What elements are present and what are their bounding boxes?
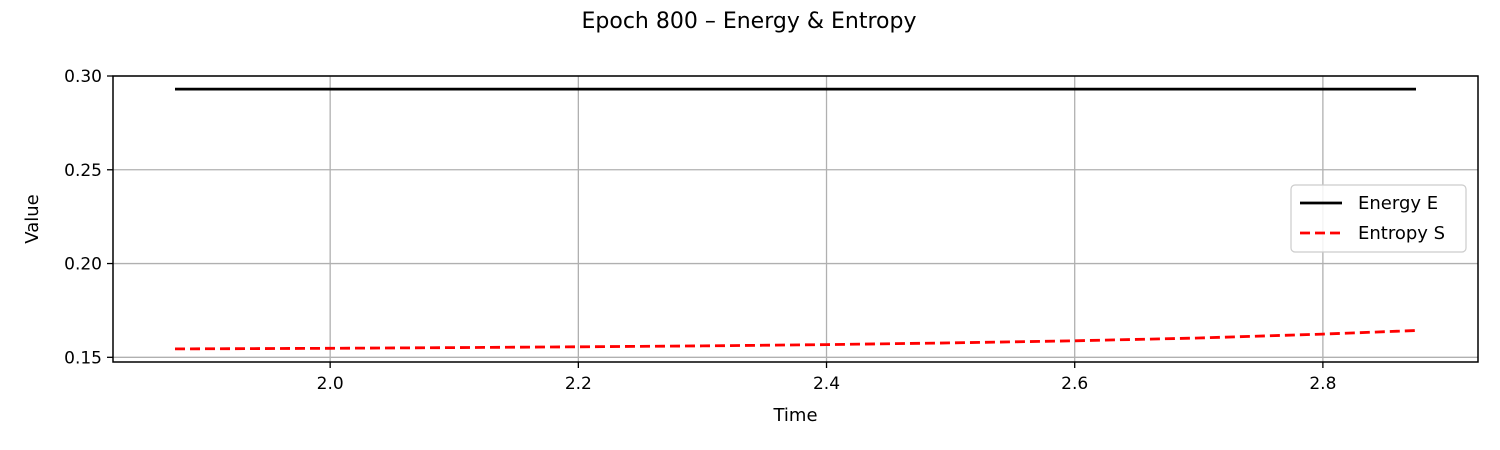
series-layer (174, 87, 1417, 351)
y-tick-label: 0.15 (64, 348, 102, 368)
series-line-entropy (174, 329, 1417, 351)
x-tick-label: 2.2 (565, 374, 592, 394)
x-axis-label: Time (772, 405, 817, 426)
y-tick-label: 0.30 (64, 67, 102, 87)
y-tick-label: 0.25 (64, 161, 102, 181)
x-tick-label: 2.4 (813, 374, 840, 394)
chart-title: Epoch 800 – Energy & Entropy (582, 9, 917, 34)
x-tick-label: 2.6 (1061, 374, 1088, 394)
y-tick-label: 0.20 (64, 255, 102, 275)
legend-label: Entropy S (1358, 223, 1445, 244)
x-tick-label: 2.0 (317, 374, 344, 394)
legend: Energy E Entropy S (1290, 184, 1467, 253)
legend-label: Energy E (1358, 193, 1438, 214)
grid (113, 75, 1478, 362)
plot-frame (112, 75, 1479, 363)
y-axis-label: Value (22, 194, 43, 243)
x-tick-label: 2.8 (1309, 374, 1336, 394)
axis-ticks: 2.0 2.2 2.4 2.6 2.8 0.15 0.20 0.25 0.30 (64, 67, 1336, 394)
